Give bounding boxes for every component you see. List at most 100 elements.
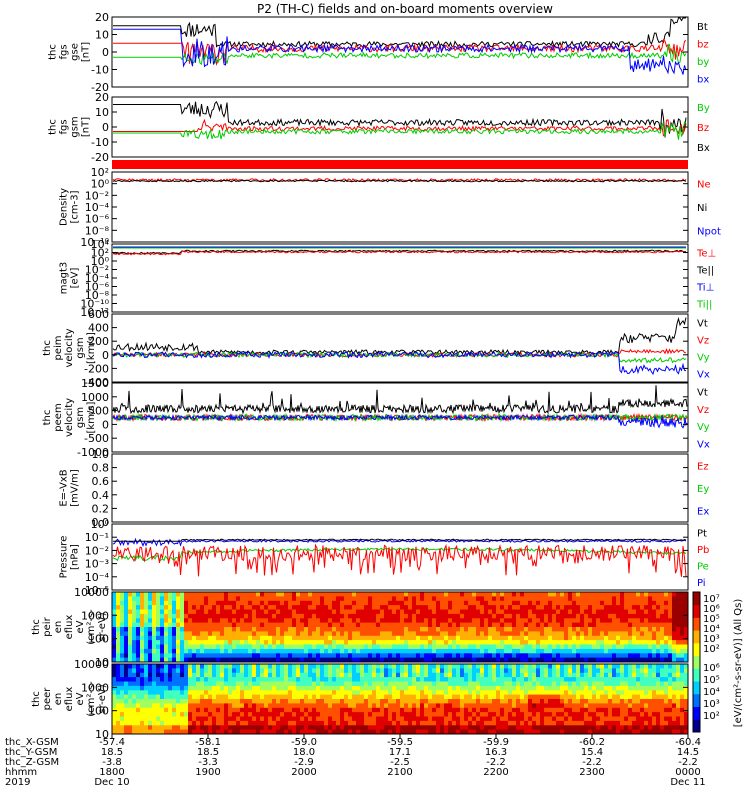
spectrogram-cell — [184, 694, 189, 700]
spectrogram-cell — [368, 592, 373, 597]
spectrogram-cell — [648, 725, 653, 731]
spectrogram-cell — [524, 716, 529, 722]
spectrogram-cell — [196, 681, 201, 687]
spectrogram-cell — [540, 707, 545, 713]
spectrogram-cell — [668, 605, 673, 610]
spectrogram-cell — [124, 635, 129, 641]
spectrogram-cell — [540, 605, 545, 610]
spectrogram-cell — [580, 609, 585, 615]
spectrogram-cell — [424, 707, 429, 713]
spectrogram-cell — [604, 677, 609, 682]
y-axis-label: gsm — [70, 116, 81, 137]
spectrogram-cell — [520, 627, 525, 632]
spectrogram-cell — [600, 605, 605, 610]
spectrogram-cell — [436, 653, 441, 659]
spectrogram-cell — [564, 627, 569, 632]
spectrogram-cell — [528, 690, 533, 696]
spectrogram-cell — [560, 635, 565, 641]
spectrogram-cell — [632, 672, 637, 678]
spectrogram-cell — [164, 653, 169, 659]
spectrogram-cell — [328, 622, 333, 628]
y-axis-label: [eV] — [70, 268, 81, 289]
spectrogram-cell — [208, 622, 213, 628]
spectrogram-cell — [232, 668, 237, 674]
spectrogram-cell — [228, 635, 233, 641]
spectrogram-cell — [600, 690, 605, 696]
spectrogram-cell — [372, 627, 377, 632]
spectrogram-cell — [532, 707, 537, 713]
spectrogram-cell — [372, 664, 377, 669]
spectrogram-cell — [372, 631, 377, 637]
spectrogram-cell — [380, 648, 385, 654]
spectrogram-cell — [312, 703, 317, 709]
spectrogram-cell — [392, 622, 397, 628]
spectrogram-cell — [492, 618, 497, 624]
spectrogram-cell — [152, 729, 157, 735]
spectrogram-cell — [624, 729, 629, 735]
spectrogram-cell — [544, 685, 549, 691]
spectrogram-cell — [540, 685, 545, 691]
spectrogram-cell — [120, 605, 125, 610]
spectrogram-cell — [176, 596, 181, 602]
spectrogram-cell — [624, 648, 629, 654]
spectrogram-cell — [592, 690, 597, 696]
spectrogram-cell — [276, 664, 281, 669]
spectrogram-cell — [144, 618, 149, 624]
spectrogram-cell — [152, 622, 157, 628]
spectrogram-cell — [556, 720, 561, 726]
spectrogram-cell — [344, 644, 349, 650]
spectrogram-cell — [352, 635, 357, 641]
spectrogram-cell — [420, 596, 425, 602]
spectrogram-cell — [488, 622, 493, 628]
spectrogram-cell — [648, 657, 653, 663]
spectrogram-cell — [480, 592, 485, 597]
spectrogram-cell — [192, 592, 197, 597]
y-tick-label: 10⁻² — [85, 264, 109, 277]
spectrogram-cell — [596, 596, 601, 602]
spectrogram-cell — [124, 592, 129, 597]
spectrogram-cell — [668, 631, 673, 637]
spectrogram-cell — [456, 677, 461, 682]
spectrogram-cell — [268, 707, 273, 713]
spectrogram-cell — [340, 690, 345, 696]
spectrogram-cell — [344, 627, 349, 632]
spectrogram-cell — [312, 668, 317, 674]
spectrogram-cell — [488, 729, 493, 735]
spectrogram-cell — [448, 592, 453, 597]
spectrogram-cell — [196, 668, 201, 674]
spectrogram-cell — [116, 707, 121, 713]
spectrogram-cell — [212, 690, 217, 696]
spectrogram-cell — [540, 694, 545, 700]
spectrogram-cell — [548, 613, 553, 619]
spectrogram-cell — [236, 720, 241, 726]
spectrogram-cell — [636, 707, 641, 713]
spectrogram-cell — [176, 618, 181, 624]
spectrogram-cell — [220, 648, 225, 654]
spectrogram-cell — [256, 640, 261, 645]
spectrogram-cell — [592, 596, 597, 602]
spectrogram-cell — [584, 592, 589, 597]
spectrogram-cell — [220, 703, 225, 709]
spectrogram-cell — [252, 635, 257, 641]
spectrogram-cell — [276, 640, 281, 645]
spectrogram-cell — [348, 648, 353, 654]
spectrogram-cell — [392, 600, 397, 606]
spectrogram-cell — [264, 703, 269, 709]
spectrogram-cell — [420, 699, 425, 704]
spectrogram-cell — [204, 690, 209, 696]
spectrogram-cell — [364, 677, 369, 682]
spectrogram-cell — [152, 677, 157, 682]
spectrogram-cell — [324, 716, 329, 722]
y-tick-label: 10⁻⁸ — [85, 224, 110, 237]
spectrogram-cell — [568, 631, 573, 637]
spectrogram-cell — [396, 644, 401, 650]
spectrogram-cell — [160, 672, 165, 678]
spectrogram-cell — [480, 648, 485, 654]
spectrogram-cell — [576, 618, 581, 624]
spectrogram-cell — [576, 613, 581, 619]
spectrogram-cell — [528, 707, 533, 713]
spectrogram-cell — [212, 605, 217, 610]
spectrogram-cell — [404, 657, 409, 663]
spectrogram-cell — [216, 596, 221, 602]
spectrogram-cell — [336, 631, 341, 637]
